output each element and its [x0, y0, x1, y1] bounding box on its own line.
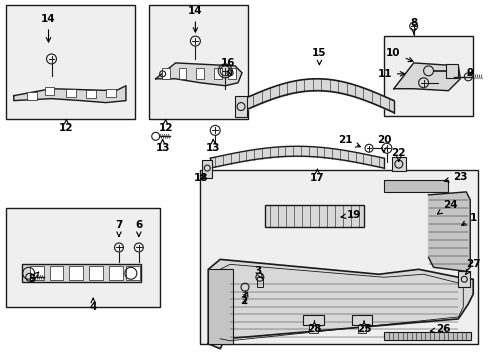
Text: 14: 14 [188, 6, 203, 32]
Text: 8: 8 [409, 18, 416, 34]
Text: 5: 5 [28, 272, 39, 284]
Bar [196, 68, 204, 79]
Text: 22: 22 [391, 148, 405, 161]
Text: 9: 9 [465, 68, 472, 78]
Bar [357, 325, 366, 333]
Bar [302, 315, 324, 325]
Text: 17: 17 [309, 169, 324, 183]
Bar [391, 157, 405, 171]
Bar [49, 266, 63, 280]
Bar [30, 266, 43, 280]
Text: 18: 18 [194, 173, 208, 183]
Polygon shape [208, 260, 472, 349]
Text: 20: 20 [376, 135, 390, 152]
Bar [235, 96, 246, 117]
Bar [214, 68, 222, 79]
Bar [66, 89, 76, 96]
Bar [106, 89, 116, 96]
Text: 21: 21 [337, 135, 360, 147]
Bar [148, 5, 247, 120]
Bar [69, 266, 83, 280]
Bar [228, 68, 236, 79]
Bar [202, 160, 212, 178]
Text: 10: 10 [386, 48, 412, 62]
Bar [109, 266, 122, 280]
Text: 11: 11 [377, 69, 404, 79]
Bar [256, 277, 263, 287]
Bar [89, 266, 103, 280]
Bar [308, 325, 318, 333]
Text: 23: 23 [444, 172, 467, 182]
Bar [446, 64, 457, 78]
Text: 1: 1 [461, 213, 476, 225]
Text: 12: 12 [59, 120, 74, 134]
Bar [208, 269, 233, 344]
Polygon shape [427, 192, 469, 271]
Polygon shape [393, 63, 459, 91]
Bar [6, 5, 135, 120]
Bar [44, 87, 54, 95]
Text: 6: 6 [135, 220, 142, 236]
Bar [6, 208, 160, 307]
Text: 3: 3 [254, 266, 262, 279]
Bar [21, 264, 141, 282]
Text: 26: 26 [429, 324, 450, 334]
Bar [86, 90, 96, 98]
Bar [126, 266, 140, 280]
Text: 12: 12 [158, 120, 173, 134]
Text: 28: 28 [306, 321, 321, 334]
Bar [457, 271, 469, 287]
Bar [264, 205, 364, 227]
Text: 13: 13 [205, 140, 220, 153]
Bar [351, 315, 371, 325]
Bar [178, 68, 186, 79]
Polygon shape [14, 86, 126, 103]
Bar [27, 92, 37, 100]
Text: 14: 14 [41, 14, 56, 42]
Text: 27: 27 [465, 259, 480, 274]
Bar [162, 68, 169, 79]
Bar [383, 332, 470, 340]
Bar [200, 170, 477, 344]
Text: 2: 2 [240, 292, 247, 306]
Text: 13: 13 [155, 140, 169, 153]
Text: 19: 19 [341, 210, 361, 220]
Bar [383, 36, 472, 116]
Text: 25: 25 [356, 321, 370, 334]
Text: 16: 16 [221, 58, 235, 75]
Polygon shape [155, 63, 242, 86]
Text: 7: 7 [115, 220, 122, 236]
Bar [383, 180, 447, 192]
Text: 4: 4 [89, 298, 97, 312]
Text: 24: 24 [437, 200, 457, 214]
Text: 15: 15 [311, 48, 326, 65]
